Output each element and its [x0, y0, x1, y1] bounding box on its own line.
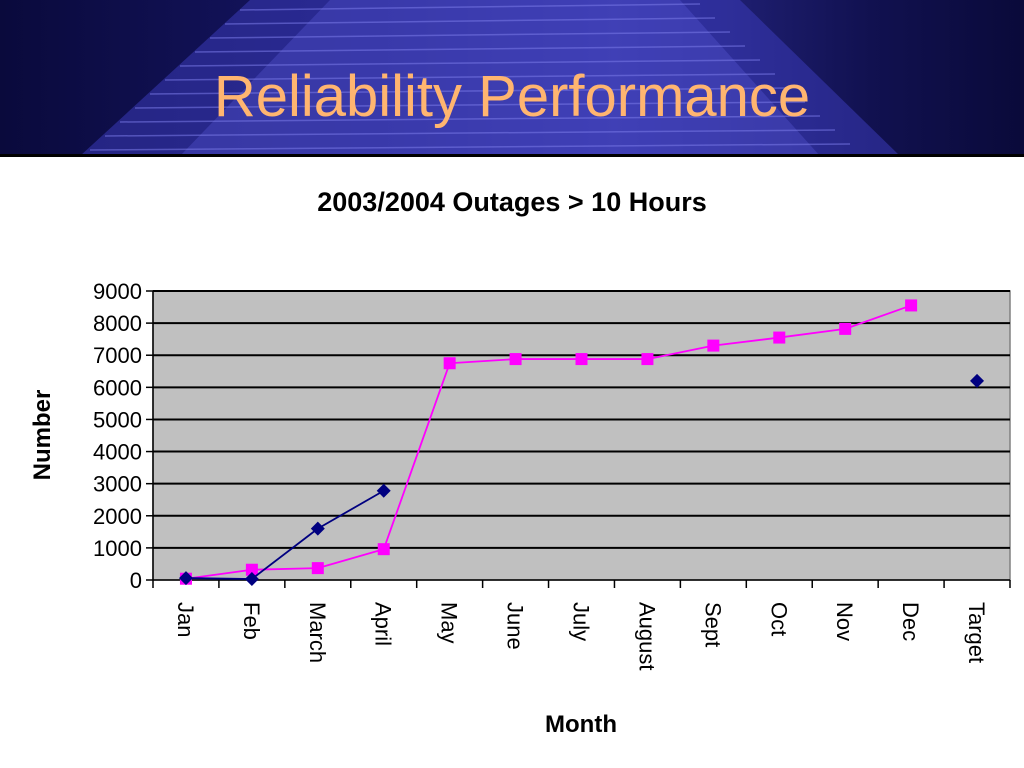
y-axis-label: Number	[29, 390, 56, 481]
data-point-diamond	[376, 483, 391, 498]
x-axis-ticks: Jan Feb March April May June July August Sept Oct…	[152, 579, 1011, 671]
x-axis-label: Month	[545, 711, 617, 738]
y-tick-label: 5000	[93, 407, 142, 432]
series-line-segment	[779, 327, 846, 339]
x-tick-label: June	[503, 602, 528, 650]
series-line-segment	[382, 362, 451, 550]
outages-chart: 2003/2004 Outages > 10 Hours 0 1000 2000 30…	[29, 187, 1011, 738]
data-point-square	[641, 353, 654, 366]
banner-stripes	[80, 0, 900, 156]
x-tick-label: Target	[964, 602, 989, 663]
y-tick-label: 4000	[93, 440, 142, 465]
y-tick-label: 1000	[93, 536, 142, 561]
x-tick-label: July	[569, 602, 594, 641]
gridlines	[153, 290, 1010, 549]
y-axis-ticks: 0 1000 2000 3000 4000 5000 6000 7000 8000 9000	[93, 279, 154, 593]
x-tick-label: Dec	[898, 602, 923, 641]
y-tick-label: 7000	[93, 343, 142, 368]
data-point-square	[839, 322, 852, 335]
data-point-square	[509, 353, 522, 366]
y-tick-label: 9000	[93, 279, 142, 304]
series-line-segment	[713, 336, 780, 347]
series-line-segment	[185, 577, 252, 580]
slide-title: Reliability Performance	[213, 64, 811, 129]
y-tick-label: 8000	[93, 311, 142, 336]
data-point-square	[905, 299, 918, 312]
x-tick-label: March	[305, 602, 330, 663]
x-tick-label: May	[437, 602, 462, 644]
x-tick-label: Feb	[239, 602, 264, 640]
chart-title: 2003/2004 Outages > 10 Hours	[317, 187, 706, 217]
series-1	[179, 299, 918, 585]
x-tick-label: Jan	[173, 602, 198, 637]
series-line-segment	[251, 527, 319, 580]
data-point-square	[245, 563, 258, 576]
series-line-segment	[449, 358, 516, 365]
y-tick-label: 3000	[93, 472, 142, 497]
data-point-diamond	[244, 572, 259, 587]
series-line-segment	[317, 548, 384, 569]
x-tick-label: Nov	[832, 602, 857, 641]
data-point-square	[443, 357, 456, 370]
series-line-segment	[251, 567, 318, 571]
y-tick-label: 0	[130, 568, 142, 593]
series-layer	[178, 299, 985, 587]
data-point-square	[575, 353, 588, 366]
y-tick-label: 2000	[93, 504, 142, 529]
x-tick-label: Sept	[700, 602, 725, 647]
series-line-segment	[844, 304, 912, 330]
data-point-square	[773, 331, 786, 344]
x-tick-label: Oct	[766, 602, 791, 636]
x-tick-label: April	[371, 602, 396, 646]
data-point-diamond	[178, 571, 193, 586]
y-tick-label: 6000	[93, 375, 142, 400]
x-tick-label: August	[634, 602, 659, 671]
data-point-diamond	[310, 521, 325, 536]
data-point-square	[311, 562, 324, 575]
banner-divider	[0, 154, 1024, 157]
data-point-diamond	[970, 373, 985, 388]
title-banner: Reliability Performance	[0, 0, 1024, 156]
plot-area	[152, 290, 1011, 581]
series-line-segment	[647, 344, 714, 360]
series-2	[178, 373, 985, 587]
series-line-segment	[185, 568, 253, 580]
data-point-square	[707, 339, 720, 352]
series-line-segment	[317, 489, 385, 530]
data-point-square	[377, 543, 390, 556]
